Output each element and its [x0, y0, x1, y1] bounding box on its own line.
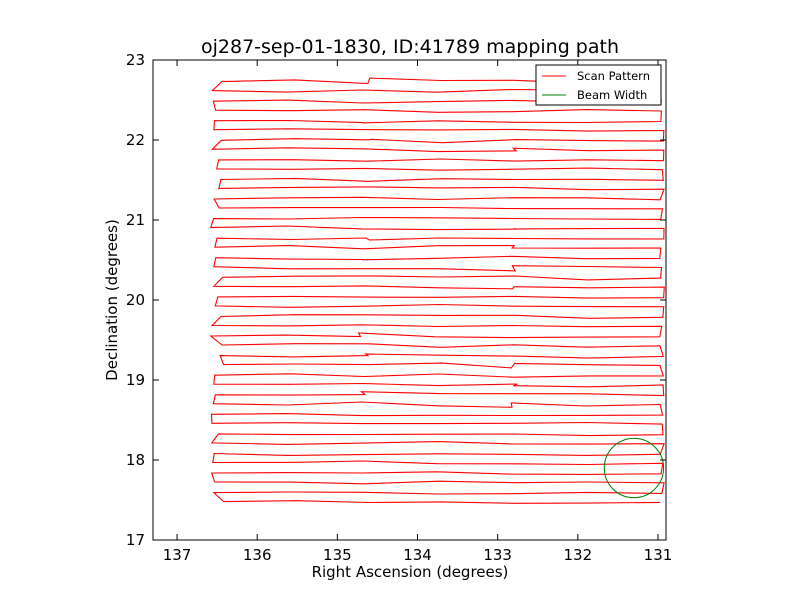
legend[interactable]: Scan Pattern Beam Width	[535, 64, 662, 106]
y-tick-label: 18	[126, 451, 145, 469]
y-tick-label: 20	[126, 291, 145, 309]
x-tick-label: 132	[564, 546, 593, 564]
x-tick-label: 133	[483, 546, 512, 564]
x-tick-label: 135	[323, 546, 352, 564]
beam-width-circle	[603, 437, 665, 499]
y-axis-label: Declination (degrees)	[103, 219, 121, 381]
x-tick-label: 137	[163, 546, 192, 564]
chart-title: oj287-sep-01-1830, ID:41789 mapping path	[201, 36, 619, 58]
x-axis-label: Right Ascension (degrees)	[312, 563, 509, 581]
y-tick-label: 21	[126, 211, 145, 229]
y-tick-label: 19	[126, 371, 145, 389]
scan-pattern-line	[209, 77, 665, 504]
legend-box	[535, 64, 662, 106]
scan-pattern-series	[209, 77, 665, 504]
y-tick-label: 17	[126, 531, 145, 549]
legend-label-beam-width: Beam Width	[577, 88, 647, 102]
plot-area	[209, 77, 665, 504]
x-axis-ticks: 137 136 135 134 133 132 131	[163, 60, 673, 564]
y-axis-ticks: 17 18 19 20 21 22 23	[126, 51, 666, 549]
x-tick-label: 136	[243, 546, 272, 564]
y-tick-label: 23	[126, 51, 145, 69]
x-tick-label: 131	[644, 546, 673, 564]
y-tick-label: 22	[126, 131, 145, 149]
x-tick-label: 134	[403, 546, 432, 564]
legend-label-scan-pattern: Scan Pattern	[577, 69, 650, 83]
